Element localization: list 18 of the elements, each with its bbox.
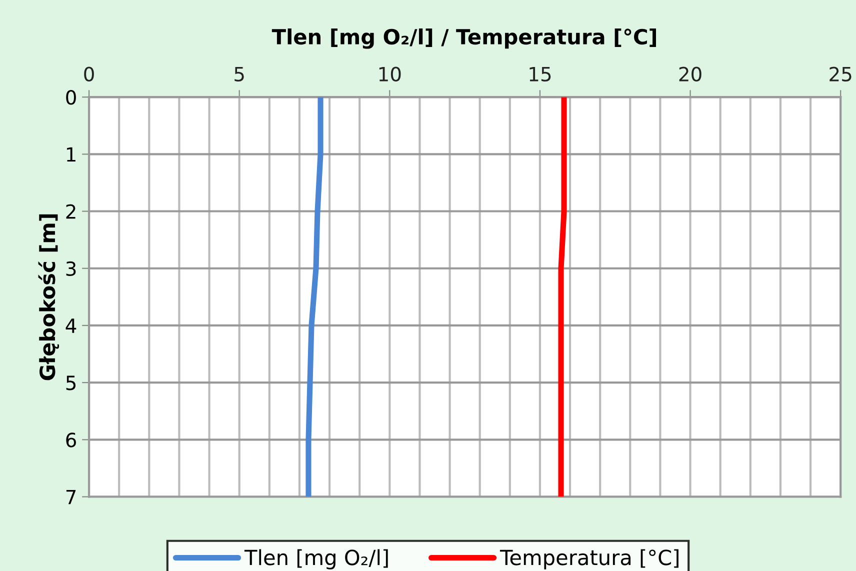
x-tick-label: 15 [530, 67, 551, 82]
y-tick-label: 5 [66, 376, 76, 390]
legend-label: Tlen [mg O₂/l] [244, 549, 388, 570]
y-tick-label: 3 [66, 261, 76, 276]
x-tick-label: 5 [234, 67, 244, 82]
y-tick-label: 2 [66, 204, 76, 219]
y-tick-label: 6 [66, 432, 76, 448]
x-tick-label: 20 [679, 66, 702, 82]
chart-title: Tlen [mg O₂/l] / Temperatura [°C] [272, 28, 656, 49]
y-axis-title: Głębokość [m] [38, 214, 60, 380]
y-tick-label: 7 [66, 490, 76, 504]
y-tick-label: 4 [66, 318, 76, 333]
y-tick-label: 0 [66, 90, 76, 105]
x-tick-label: 10 [379, 66, 401, 82]
legend-label: Temperatura [°C] [500, 549, 678, 570]
x-tick-label: 0 [84, 66, 94, 82]
x-tick-label: 25 [830, 66, 852, 82]
y-tick-label: 1 [66, 147, 76, 162]
